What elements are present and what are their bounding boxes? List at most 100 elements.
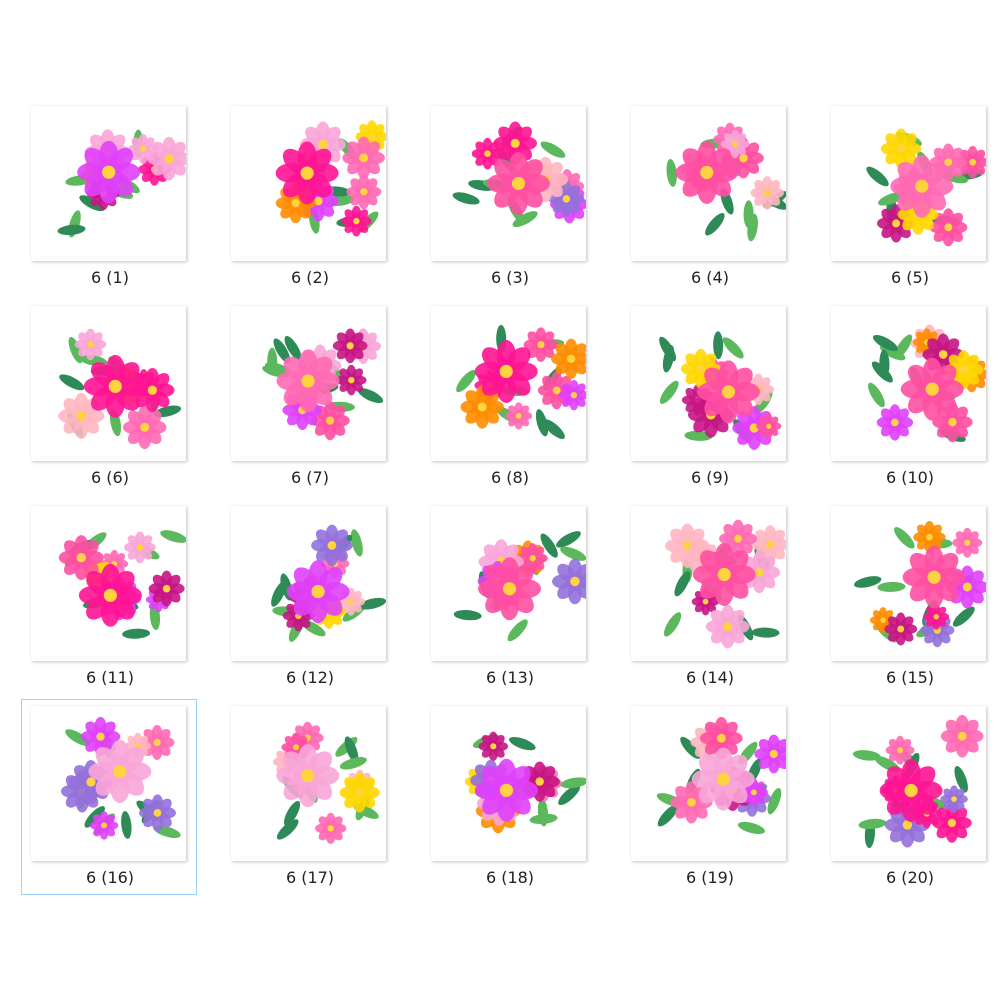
flower xyxy=(692,542,756,606)
flower xyxy=(552,558,586,605)
file-item[interactable]: 6 (15) xyxy=(821,499,997,695)
flower xyxy=(88,739,152,803)
thumbnail xyxy=(231,306,386,461)
thumbnail-image xyxy=(852,714,984,849)
leaf xyxy=(535,409,549,437)
file-item[interactable]: 6 (11) xyxy=(21,499,197,695)
thumbnail-image xyxy=(656,716,786,834)
flower xyxy=(148,570,185,607)
thumbnail-image xyxy=(272,721,380,844)
file-item[interactable]: 6 (20) xyxy=(821,699,997,895)
flower xyxy=(474,758,538,822)
file-item[interactable]: 6 (12) xyxy=(221,499,397,695)
flower xyxy=(346,174,382,210)
leaf xyxy=(858,818,887,830)
leaf xyxy=(659,336,677,362)
flower xyxy=(336,364,367,396)
leaf xyxy=(350,529,363,557)
leaf xyxy=(852,750,881,761)
file-item[interactable]: 6 (14) xyxy=(621,499,797,695)
flower xyxy=(342,136,385,180)
file-item[interactable]: 6 (8) xyxy=(421,299,597,495)
leaf xyxy=(358,597,386,610)
leaf xyxy=(560,777,586,789)
thumbnail-image xyxy=(275,120,386,237)
file-item[interactable]: 6 (17) xyxy=(221,699,397,895)
file-item[interactable]: 6 (1) xyxy=(21,99,197,295)
file-item[interactable]: 6 (5) xyxy=(821,99,997,295)
file-item[interactable]: 6 (10) xyxy=(821,299,997,495)
thumbnail-image xyxy=(659,331,782,450)
flower xyxy=(275,141,339,205)
file-item[interactable]: 6 (3) xyxy=(421,99,597,295)
leaf xyxy=(954,765,968,793)
thumbnail xyxy=(31,306,186,461)
flower xyxy=(77,140,141,204)
flower xyxy=(122,405,167,450)
thumbnail xyxy=(431,506,586,661)
thumbnail xyxy=(631,306,786,461)
flower xyxy=(340,205,372,237)
flower xyxy=(58,392,105,439)
file-item[interactable]: 6 (9) xyxy=(621,299,797,495)
flower xyxy=(339,772,380,813)
flower xyxy=(315,812,347,844)
file-item[interactable]: 6 (6) xyxy=(21,299,197,495)
flower xyxy=(876,404,914,441)
leaf xyxy=(453,610,482,621)
thumbnail-image xyxy=(57,129,186,238)
file-item[interactable]: 6 (2) xyxy=(221,99,397,295)
flower xyxy=(884,612,918,646)
thumbnail-image xyxy=(452,121,586,228)
leaf xyxy=(659,380,679,404)
file-item[interactable]: 6 (13) xyxy=(421,499,597,695)
leaf xyxy=(767,787,782,815)
leaf xyxy=(357,387,384,404)
leaf xyxy=(879,349,890,378)
flower xyxy=(756,413,782,439)
leaf xyxy=(542,419,565,440)
file-item[interactable]: 6 (18) xyxy=(421,699,597,895)
flower xyxy=(929,208,968,247)
file-name: 6 (6) xyxy=(91,468,129,487)
thumbnail-image xyxy=(868,324,986,443)
leaf xyxy=(877,581,906,592)
leaf xyxy=(456,369,476,393)
flower xyxy=(311,524,353,567)
file-name: 6 (14) xyxy=(685,668,735,687)
thumbnail-image xyxy=(453,531,586,642)
leaf xyxy=(751,627,780,638)
thumbnail-image xyxy=(58,530,186,639)
leaf xyxy=(452,192,480,205)
thumbnail xyxy=(431,706,586,861)
leaf xyxy=(344,736,359,763)
flower xyxy=(956,145,986,179)
leaf xyxy=(284,800,301,826)
thumbnail xyxy=(231,106,386,261)
file-name: 6 (19) xyxy=(685,868,735,887)
thumbnail xyxy=(31,106,186,261)
file-item[interactable]: 6 (7) xyxy=(221,299,397,495)
leaf xyxy=(878,192,905,206)
thumbnail-image xyxy=(60,716,181,840)
file-name: 6 (12) xyxy=(285,668,335,687)
leaf xyxy=(540,141,566,158)
flower xyxy=(286,560,350,624)
leaf xyxy=(65,729,90,746)
file-item[interactable]: 6 (16) xyxy=(21,699,197,895)
leaf xyxy=(339,756,367,770)
thumbnail xyxy=(431,306,586,461)
leaf xyxy=(894,334,913,359)
thumbnail-image xyxy=(262,328,384,441)
file-item[interactable]: 6 (4) xyxy=(621,99,797,295)
leaf xyxy=(537,798,549,827)
flower xyxy=(523,327,559,362)
leaf xyxy=(121,811,132,839)
leaf xyxy=(722,337,744,359)
file-item[interactable]: 6 (19) xyxy=(621,699,797,895)
file-name: 6 (7) xyxy=(291,468,329,487)
file-name: 6 (4) xyxy=(691,268,729,287)
thumbnail-image xyxy=(666,122,786,242)
leaf xyxy=(59,374,85,391)
flower xyxy=(78,563,142,627)
